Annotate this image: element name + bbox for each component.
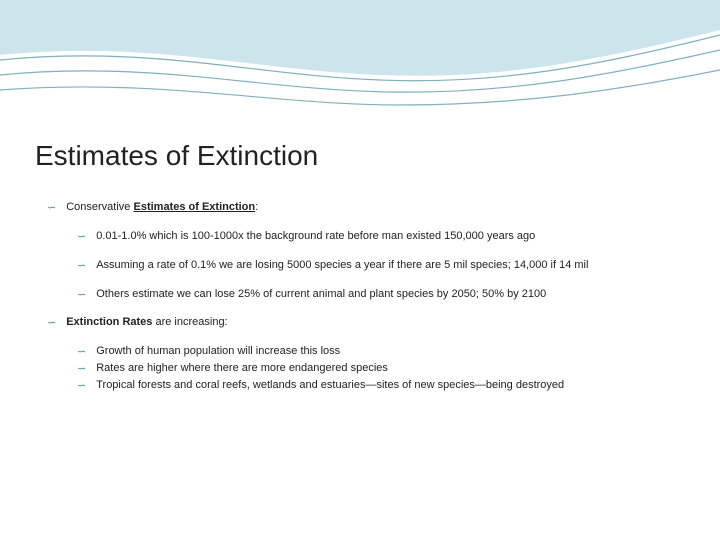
- bullet-text: Others estimate we can lose 25% of curre…: [96, 287, 546, 302]
- bullet-icon: ∽: [77, 362, 86, 375]
- bullet-icon: ∽: [77, 288, 86, 301]
- bullet-level-1: ∽ Extinction Rates are increasing:: [47, 315, 685, 330]
- bullet-level-1: ∽ Conservative Estimates of Extinction:: [47, 200, 685, 215]
- bullet-text: Tropical forests and coral reefs, wetlan…: [96, 378, 564, 393]
- bullet-level-2: ∽ Growth of human population will increas…: [77, 344, 685, 359]
- bullet-list: ∽ Conservative Estimates of Extinction: ∽ 0…: [35, 200, 685, 393]
- bullet-text: 0.01-1.0% which is 100-1000x the backgro…: [96, 229, 535, 244]
- bullet-text: Rates are higher where there are more en…: [96, 361, 388, 376]
- bullet-level-2: ∽ Tropical forests and coral reefs, wetla…: [77, 378, 685, 393]
- bullet-text: Extinction Rates are increasing:: [66, 315, 227, 330]
- bullet-icon: ∽: [77, 259, 86, 272]
- bullet-text: Growth of human population will increase…: [96, 344, 340, 359]
- bullet-icon: ∽: [77, 379, 86, 392]
- bullet-level-2: ∽ Others estimate we can lose 25% of curr…: [77, 287, 685, 302]
- bullet-icon: ∽: [77, 345, 86, 358]
- bullet-icon: ∽: [47, 316, 56, 329]
- bullet-level-2: ∽ Rates are higher where there are more e…: [77, 361, 685, 376]
- bullet-text: Conservative Estimates of Extinction:: [66, 200, 258, 215]
- bullet-icon: ∽: [77, 230, 86, 243]
- slide-content: Estimates of Extinction ∽ Conservative Es…: [0, 0, 720, 415]
- bullet-text: Assuming a rate of 0.1% we are losing 50…: [96, 258, 588, 273]
- bullet-level-2: ∽ Assuming a rate of 0.1% we are losing 5…: [77, 258, 685, 273]
- bullet-icon: ∽: [47, 201, 56, 214]
- bullet-level-2: ∽ 0.01-1.0% which is 100-1000x the backgr…: [77, 229, 685, 244]
- slide-title: Estimates of Extinction: [35, 140, 685, 172]
